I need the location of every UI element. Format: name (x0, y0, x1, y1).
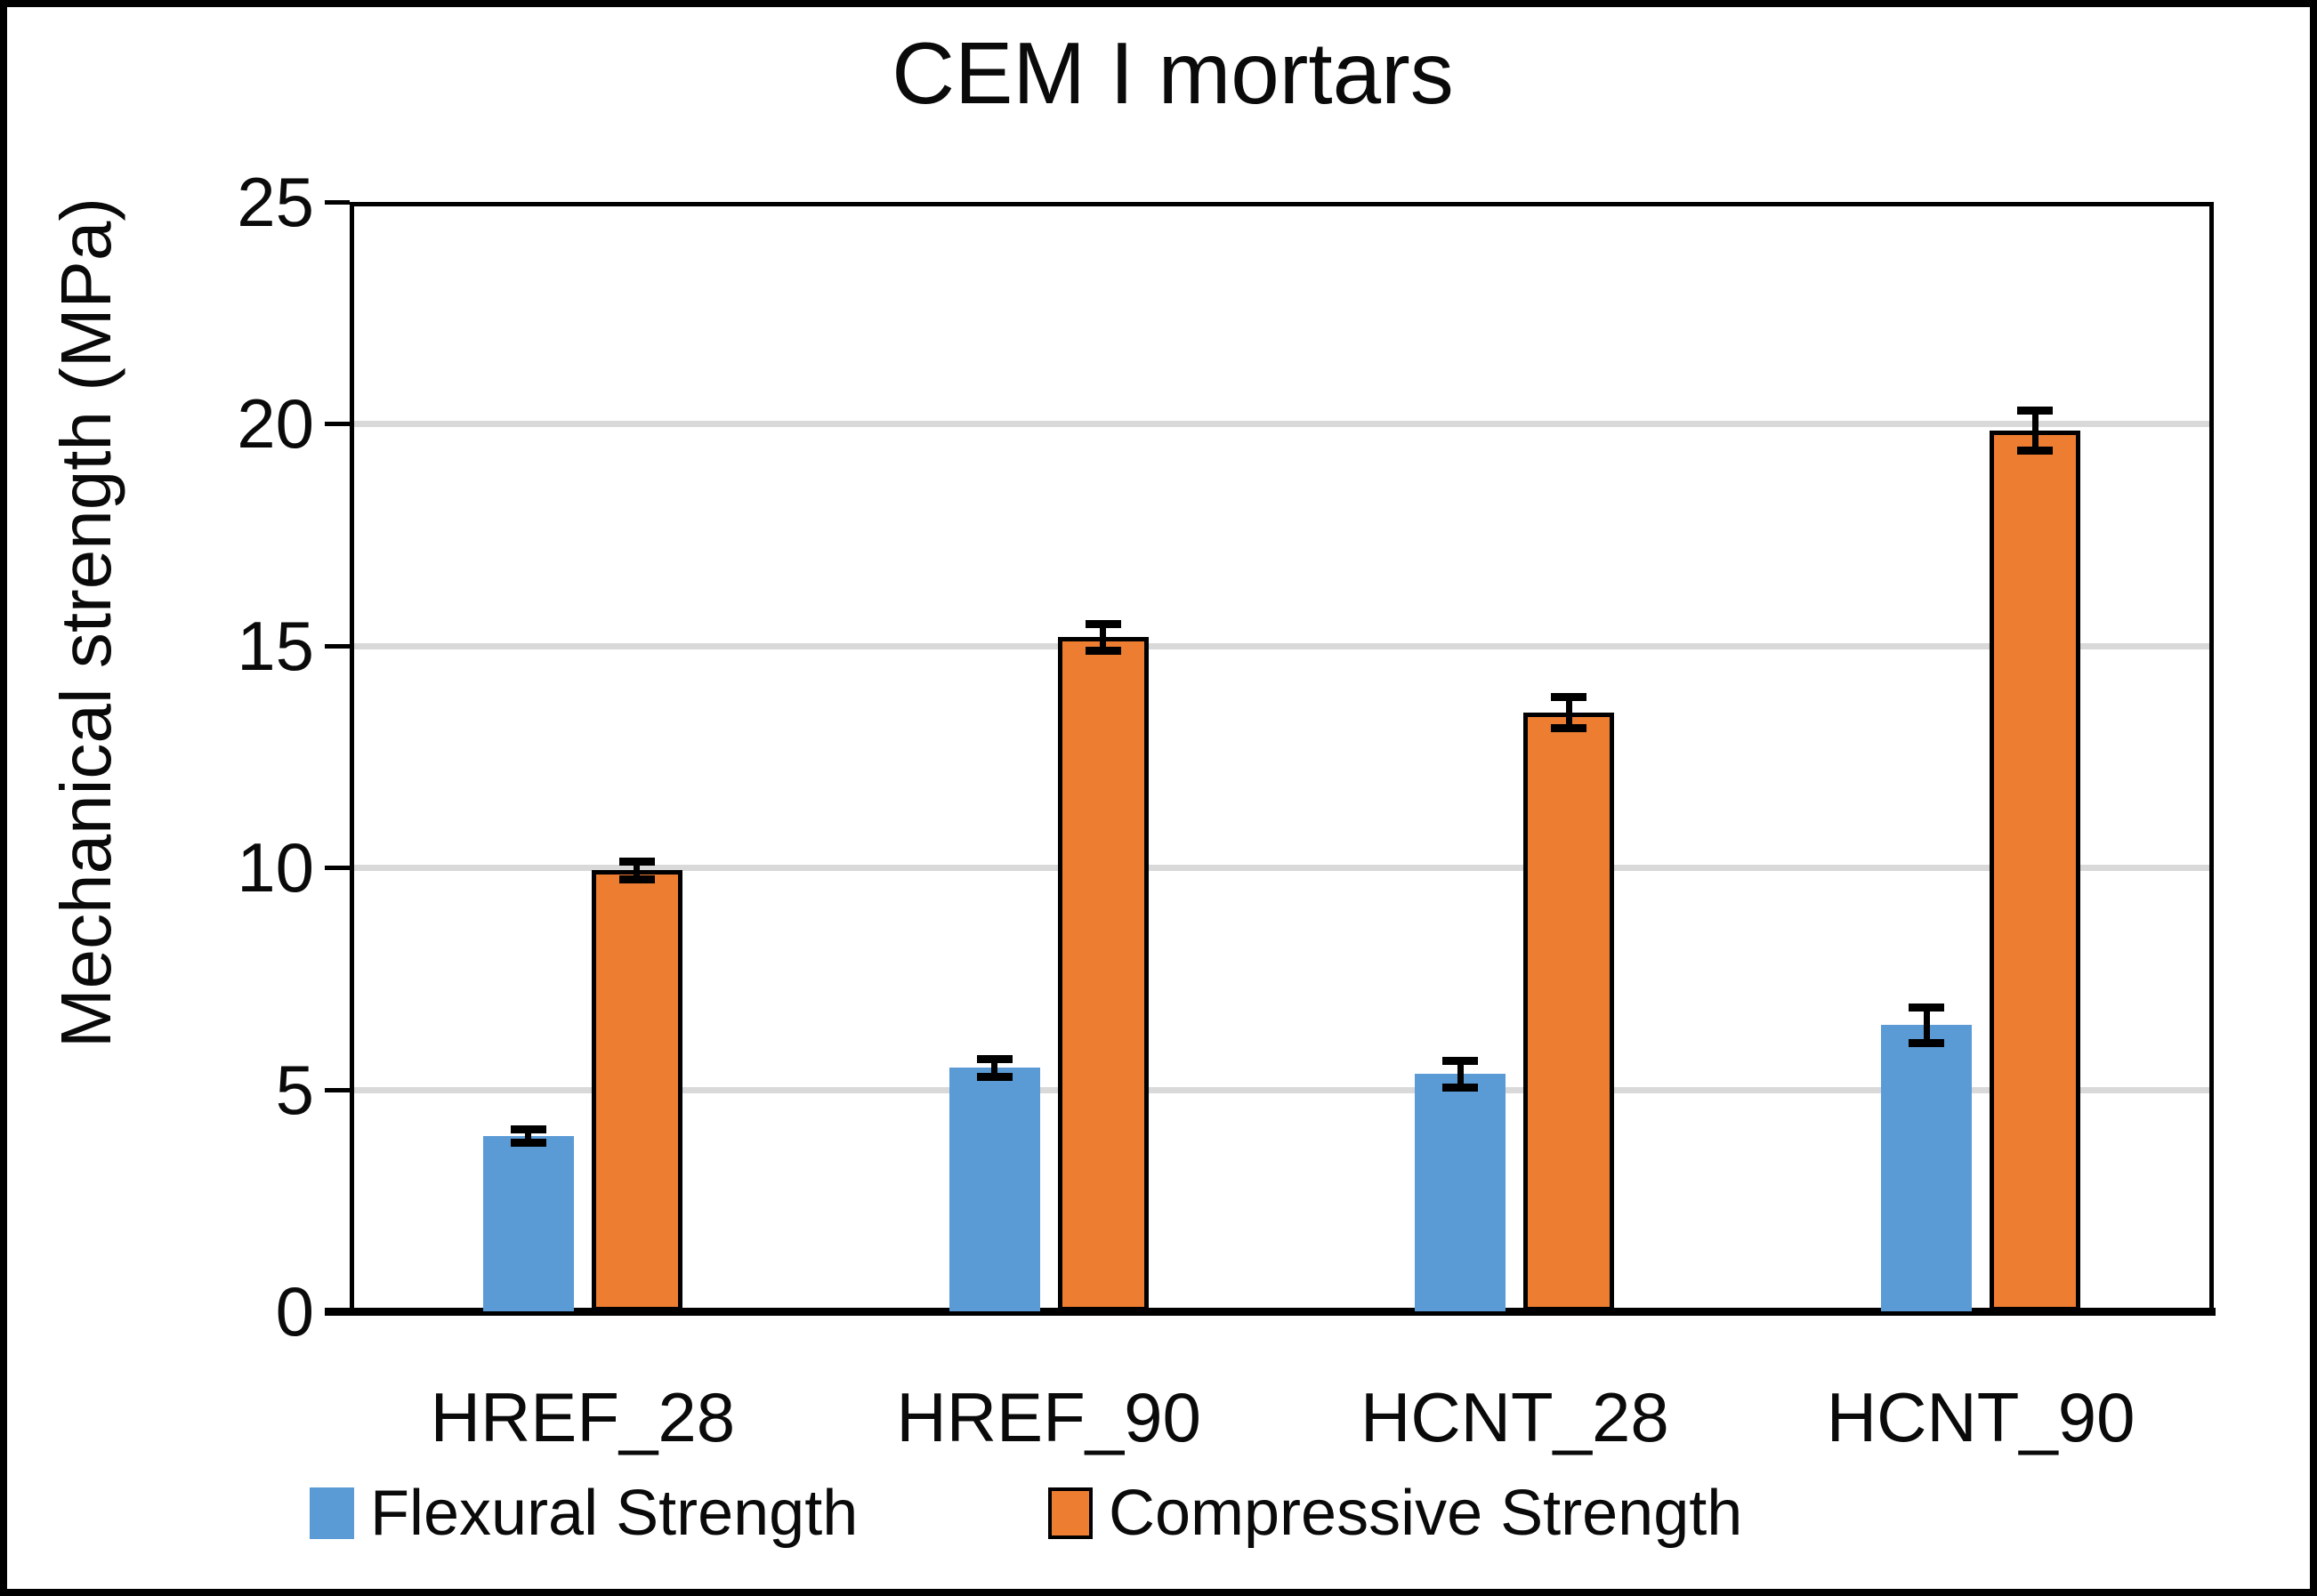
error-bar-cap-top (1909, 1004, 1945, 1012)
legend-label: Compressive Strength (1109, 1478, 1743, 1549)
y-tick-20 (325, 422, 350, 427)
error-bar-cap-bottom (2017, 447, 2054, 455)
flexural-legend-swatch-icon (310, 1487, 354, 1539)
category-label-HREF_28: HREF_28 (430, 1378, 736, 1456)
error-bar-cap-bottom (1085, 646, 1121, 655)
y-tick-10 (325, 866, 350, 871)
error-bar-whisker (525, 1129, 532, 1143)
gridline-15 (354, 642, 2209, 649)
error-bar-cap-top (510, 1125, 546, 1134)
error-bar-cap-bottom (618, 875, 655, 883)
error-bar-whisker (1457, 1060, 1464, 1088)
bar-flexural-HREF_90 (949, 1067, 1040, 1311)
y-tick-label-5: 5 (275, 1050, 314, 1129)
error-bar-cap-bottom (1909, 1039, 1945, 1048)
bar-compressive-HREF_28 (591, 869, 682, 1311)
bar-flexural-HREF_28 (482, 1135, 574, 1311)
error-bar-cap-top (976, 1054, 1013, 1063)
legend-item-flexural: Flexural Strength (310, 1478, 859, 1549)
y-tick-15 (325, 643, 350, 649)
x-axis-line (325, 1308, 2216, 1316)
y-tick-label-10: 10 (237, 828, 314, 907)
bar-compressive-HREF_90 (1057, 636, 1149, 1311)
gridline-20 (354, 421, 2209, 428)
error-bar-whisker (1565, 697, 1572, 729)
bar-compressive-HCNT_28 (1523, 712, 1615, 1311)
bar-compressive-HCNT_90 (1990, 430, 2081, 1311)
error-bar-whisker (1100, 623, 1107, 650)
gridline-10 (354, 865, 2209, 872)
error-bar-cap-bottom (510, 1139, 546, 1148)
y-tick-label-25: 25 (237, 163, 314, 241)
error-bar-cap-top (618, 857, 655, 866)
error-bar-cap-top (1551, 693, 1587, 702)
error-bar-cap-top (2017, 407, 2054, 415)
error-bar-whisker (991, 1058, 998, 1076)
error-bar-cap-bottom (1551, 724, 1587, 733)
error-bar-whisker (2031, 410, 2038, 451)
bar-flexural-HCNT_90 (1881, 1025, 1973, 1311)
compressive-legend-swatch-icon (1048, 1487, 1093, 1539)
error-bar-cap-bottom (976, 1072, 1013, 1081)
error-bar-whisker (634, 860, 641, 879)
error-bar-cap-top (1085, 619, 1121, 628)
y-tick-label-15: 15 (237, 606, 314, 685)
category-label-HCNT_28: HCNT_28 (1360, 1378, 1669, 1456)
error-bar-cap-top (1442, 1057, 1479, 1066)
category-label-HCNT_90: HCNT_90 (1826, 1378, 2135, 1456)
y-axis-title: Mechanical strength (MPa) (46, 197, 125, 1048)
y-tick-label-20: 20 (237, 384, 314, 463)
category-label-HREF_90: HREF_90 (896, 1378, 1201, 1456)
chart-title: CEM I mortars (892, 24, 1454, 122)
error-bar-whisker (1923, 1007, 1930, 1044)
error-bar-cap-bottom (1442, 1084, 1479, 1092)
legend-item-compressive: Compressive Strength (1048, 1478, 1743, 1549)
y-tick-label-0: 0 (275, 1272, 314, 1350)
gridline-5 (354, 1086, 2209, 1093)
bar-flexural-HCNT_28 (1415, 1074, 1506, 1311)
y-tick-5 (325, 1087, 350, 1092)
legend-label: Flexural Strength (370, 1478, 859, 1549)
y-tick-25 (325, 200, 350, 205)
